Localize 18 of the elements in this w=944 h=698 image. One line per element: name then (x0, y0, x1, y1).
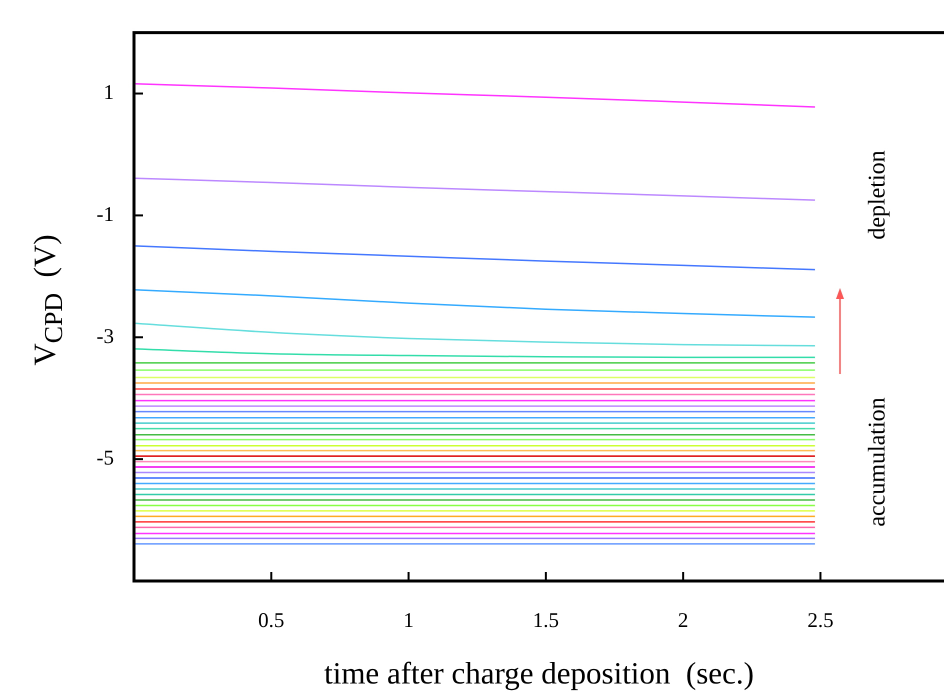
annotation: accumulation (864, 397, 890, 527)
line-series (134, 83, 816, 108)
line-series (134, 177, 816, 201)
x-tick-label: 2 (678, 608, 688, 632)
y-tick-label: -5 (96, 446, 114, 470)
x-axis-title: time after charge deposition (sec.) (324, 656, 754, 691)
y-tick-label: 1 (104, 80, 114, 104)
x-tick-label: 0.5 (258, 608, 284, 632)
y-tick-label: -1 (96, 202, 114, 226)
x-tick-label: 1 (403, 608, 414, 632)
line-series (134, 288, 816, 318)
y-tick-label: -3 (96, 324, 114, 348)
annotation: depletion (864, 150, 890, 240)
line-series (134, 245, 816, 270)
x-tick-label: 2.5 (807, 608, 834, 632)
x-tick-label: 1.5 (532, 608, 559, 632)
line-series (134, 348, 816, 358)
line-series (134, 322, 816, 347)
